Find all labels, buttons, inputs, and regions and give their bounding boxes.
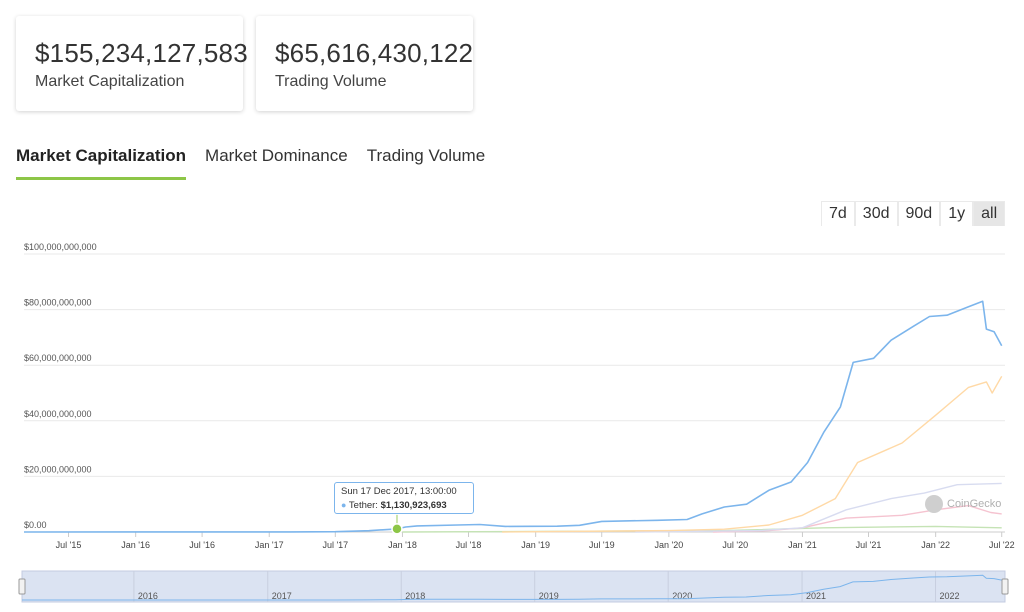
navigator-series-line bbox=[22, 574, 1002, 601]
y-tick-label: $0.00 bbox=[24, 520, 47, 530]
chart-highlight bbox=[391, 514, 403, 535]
x-tick-label: Jan '18 bbox=[388, 540, 417, 550]
x-tick-label: Jan '22 bbox=[921, 540, 950, 550]
range-all-button[interactable]: all bbox=[973, 201, 1006, 226]
x-tick-label: Jul '18 bbox=[456, 540, 482, 550]
trading-volume-card: $65,616,430,122 Trading Volume bbox=[256, 16, 473, 111]
tab-market-dominance[interactable]: Market Dominance bbox=[205, 146, 348, 165]
navigator-right-handle[interactable] bbox=[1001, 578, 1009, 595]
navigator-year-label: 2020 bbox=[672, 591, 692, 601]
navigator-year-label: 2017 bbox=[272, 591, 292, 601]
navigator-left-handle[interactable] bbox=[18, 578, 26, 595]
chart-grid bbox=[24, 253, 1005, 533]
x-axis: Jul '15 Jan '16 Jul '16 Jan '17 Jul '17 Jan '… bbox=[56, 532, 1015, 550]
tab-market-capitalization[interactable]: Market Capitalization bbox=[16, 146, 187, 180]
x-tick-label: Jan '20 bbox=[655, 540, 684, 550]
y-axis: $0.00 $20,000,000,000 $40,000,000,000 $60,0… bbox=[24, 242, 97, 530]
market-cap-label: Market Capitalization bbox=[35, 73, 185, 90]
coingecko-credit[interactable]: CoinGecko bbox=[925, 495, 1001, 513]
range-7d-button[interactable]: 7d bbox=[821, 201, 855, 226]
range-30d-button[interactable]: 30d bbox=[854, 201, 898, 226]
y-tick-label: $100,000,000,000 bbox=[24, 242, 97, 252]
navigator-year-label: 2016 bbox=[138, 591, 158, 601]
x-tick-label: Jul '21 bbox=[856, 540, 882, 550]
trading-volume-label: Trading Volume bbox=[275, 73, 387, 90]
navigator-year-label: 2022 bbox=[940, 591, 960, 601]
time-range-selector: 7d 30d 90d 1y all bbox=[821, 197, 1006, 226]
series-line bbox=[502, 375, 1003, 533]
tooltip-series-name: Tether: bbox=[348, 500, 378, 511]
x-tick-label: Jul '20 bbox=[722, 540, 748, 550]
tooltip-series-dot: ● bbox=[341, 500, 347, 510]
x-tick-label: Jul '19 bbox=[589, 540, 615, 550]
series-line bbox=[635, 482, 1002, 533]
chart-tooltip: Sun 17 Dec 2017, 13:00:00 ● Tether: $1,1… bbox=[334, 482, 474, 514]
tab-trading-volume[interactable]: Trading Volume bbox=[366, 146, 486, 165]
tooltip-value: $1,130,923,693 bbox=[380, 500, 447, 511]
range-1y-button[interactable]: 1y bbox=[940, 201, 974, 226]
x-tick-label: Jul '22 bbox=[989, 540, 1015, 550]
x-tick-label: Jan '16 bbox=[121, 540, 150, 550]
navigator-year-label: 2018 bbox=[405, 591, 425, 601]
market-cap-value: $155,234,127,583 bbox=[35, 38, 248, 68]
y-tick-label: $20,000,000,000 bbox=[24, 464, 92, 474]
credit-text: CoinGecko bbox=[947, 498, 1002, 510]
y-tick-label: $60,000,000,000 bbox=[24, 353, 92, 363]
market-cap-chart: $0.00 $20,000,000,000 $40,000,000,000 $60,0… bbox=[0, 238, 1024, 612]
x-tick-label: Jan '21 bbox=[788, 540, 817, 550]
range-90d-button[interactable]: 90d bbox=[897, 201, 941, 226]
x-tick-label: Jan '17 bbox=[255, 540, 284, 550]
navigator-year-label: 2021 bbox=[806, 591, 826, 601]
x-tick-label: Jul '17 bbox=[322, 540, 348, 550]
navigator[interactable]: 2016 2017 2018 2019 2020 2021 2022 bbox=[18, 570, 1009, 603]
series-line bbox=[23, 300, 1003, 533]
x-tick-label: Jul '15 bbox=[56, 540, 82, 550]
tooltip-date: Sun 17 Dec 2017, 13:00:00 bbox=[341, 486, 457, 497]
x-tick-label: Jan '19 bbox=[521, 540, 550, 550]
trading-volume-value: $65,616,430,122 bbox=[275, 38, 474, 68]
coingecko-logo-icon bbox=[925, 495, 943, 513]
chart-tabs: Market Capitalization Market Dominance T… bbox=[16, 146, 504, 180]
chart-svg: $0.00 $20,000,000,000 $40,000,000,000 $60,0… bbox=[18, 242, 1015, 603]
market-cap-card: $155,234,127,583 Market Capitalization bbox=[16, 16, 248, 111]
navigator-year-label: 2019 bbox=[539, 591, 559, 601]
y-tick-label: $80,000,000,000 bbox=[24, 298, 92, 308]
y-tick-label: $40,000,000,000 bbox=[24, 409, 92, 419]
navigator-window bbox=[21, 570, 1006, 603]
highlight-point bbox=[391, 523, 403, 535]
chart-series bbox=[23, 300, 1003, 533]
x-tick-label: Jul '16 bbox=[189, 540, 215, 550]
